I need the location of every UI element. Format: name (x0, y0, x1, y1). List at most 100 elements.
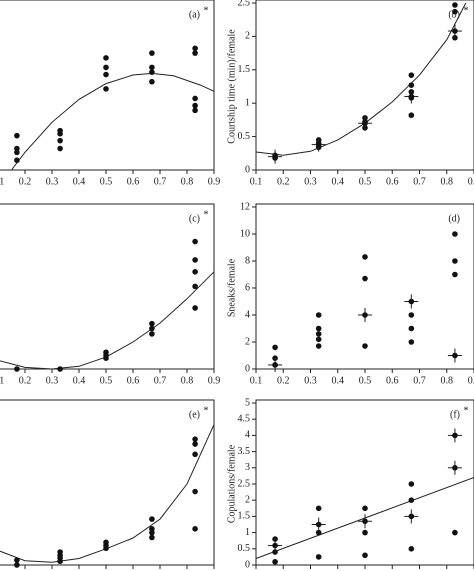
data-point (149, 50, 155, 56)
y-tick-label: 10 (240, 228, 250, 239)
mean-dot (362, 518, 368, 525)
y-tick-label: 12 (240, 201, 250, 212)
x-tick-label: 0.9 (468, 375, 474, 386)
x-tick-label: 0.9 (208, 375, 221, 386)
mean-dot (452, 28, 458, 34)
data-point (192, 95, 198, 102)
significance: * (204, 405, 209, 416)
x-tick-label: 0.2 (277, 375, 290, 386)
mean-dot (272, 362, 278, 368)
x-tick-label: 0.3 (304, 375, 317, 386)
data-point (14, 562, 20, 568)
x-tick-label: 0.2 (19, 375, 32, 386)
data-point (192, 488, 198, 495)
y-tick-label: 1.5 (238, 511, 251, 522)
x-tick-label: 0.2 (19, 176, 32, 187)
mean-marker (268, 149, 283, 164)
data-point (14, 157, 20, 164)
data-point (362, 275, 368, 282)
mean-dot (315, 141, 322, 148)
data-point (315, 343, 322, 349)
x-tick-label: 0.4 (332, 176, 345, 187)
fit-curve (11, 72, 215, 171)
x-tick-label: 0.4 (73, 375, 86, 386)
data-point (408, 339, 415, 345)
data-point (315, 331, 322, 337)
data-point (149, 78, 155, 85)
data-point (14, 557, 20, 563)
x-tick-label: 0.8 (181, 176, 194, 187)
y-tick-label: 3.5 (238, 446, 251, 457)
panel-label: (c) (189, 213, 200, 224)
x-tick-label: 0.5 (359, 176, 372, 187)
y-tick-label: 2 (245, 31, 250, 42)
data-point (192, 451, 198, 458)
data-point (408, 497, 415, 504)
data-point (57, 366, 63, 372)
x-tick-label: 0.5 (100, 375, 113, 386)
y-tick-label: 6 (245, 282, 250, 293)
significance: * (204, 209, 209, 220)
y-tick-label: 0.5 (238, 543, 251, 554)
data-point (14, 366, 20, 372)
panel-label: (e) (189, 409, 200, 420)
data-point (408, 546, 415, 552)
data-point (192, 107, 198, 114)
mean-marker (311, 137, 326, 152)
significance: * (464, 405, 469, 416)
data-point (149, 64, 155, 71)
x-tick-label: 0.1 (0, 176, 4, 187)
data-point (362, 505, 368, 512)
data-point (192, 45, 198, 52)
mean-dot (272, 153, 278, 160)
data-point (149, 331, 155, 337)
data-point (362, 254, 368, 260)
y-tick-label: 0 (245, 559, 250, 570)
panel-frame (255, 399, 474, 566)
data-point (315, 554, 322, 560)
y-tick-label: 2 (245, 494, 250, 505)
data-point (452, 258, 458, 264)
data-point (315, 505, 322, 512)
x-tick-label: 0.8 (181, 375, 194, 386)
x-tick-label: 0.6 (127, 176, 140, 187)
data-point (103, 55, 109, 61)
y-tick-label: 2.5 (238, 478, 251, 489)
data-point (57, 558, 63, 565)
mean-marker (447, 348, 462, 363)
data-point (192, 283, 198, 290)
mean-marker (447, 428, 462, 443)
x-tick-label: 0.2 (277, 176, 290, 187)
x-tick-label: 0.3 (46, 176, 59, 187)
data-point (149, 320, 155, 327)
y-tick-label: 1 (245, 97, 250, 108)
mean-marker (404, 294, 419, 309)
y-tick-label: 1.5 (238, 64, 251, 75)
x-tick-label: 0.3 (46, 375, 59, 386)
x-tick-label: 0.8 (441, 375, 454, 386)
data-point (408, 481, 415, 487)
y-tick-label: 8 (245, 255, 250, 266)
data-point (452, 271, 458, 278)
y-tick-label: 3 (245, 462, 250, 473)
data-point (103, 355, 109, 362)
x-tick-label: 0.9 (208, 176, 221, 187)
data-point (408, 312, 415, 318)
mean-dot (408, 513, 415, 520)
data-point (103, 86, 109, 92)
y-tick-label: 2.5 (238, 0, 251, 8)
data-point (103, 64, 109, 71)
data-point (408, 72, 415, 78)
data-point (408, 325, 415, 332)
significance: * (204, 5, 209, 16)
mean-marker (358, 116, 372, 131)
significance: * (464, 5, 469, 16)
panel-label: (b) (448, 9, 460, 20)
data-point (192, 257, 198, 263)
data-point (149, 529, 155, 536)
y-tick-label: 4.5 (238, 413, 251, 424)
fit-curve (255, 2, 467, 156)
data-point (149, 69, 155, 75)
data-point (408, 82, 415, 88)
mean-marker (404, 509, 419, 524)
